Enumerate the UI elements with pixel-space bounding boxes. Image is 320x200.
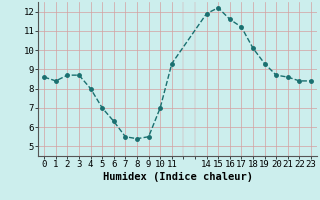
- X-axis label: Humidex (Indice chaleur): Humidex (Indice chaleur): [103, 172, 252, 182]
